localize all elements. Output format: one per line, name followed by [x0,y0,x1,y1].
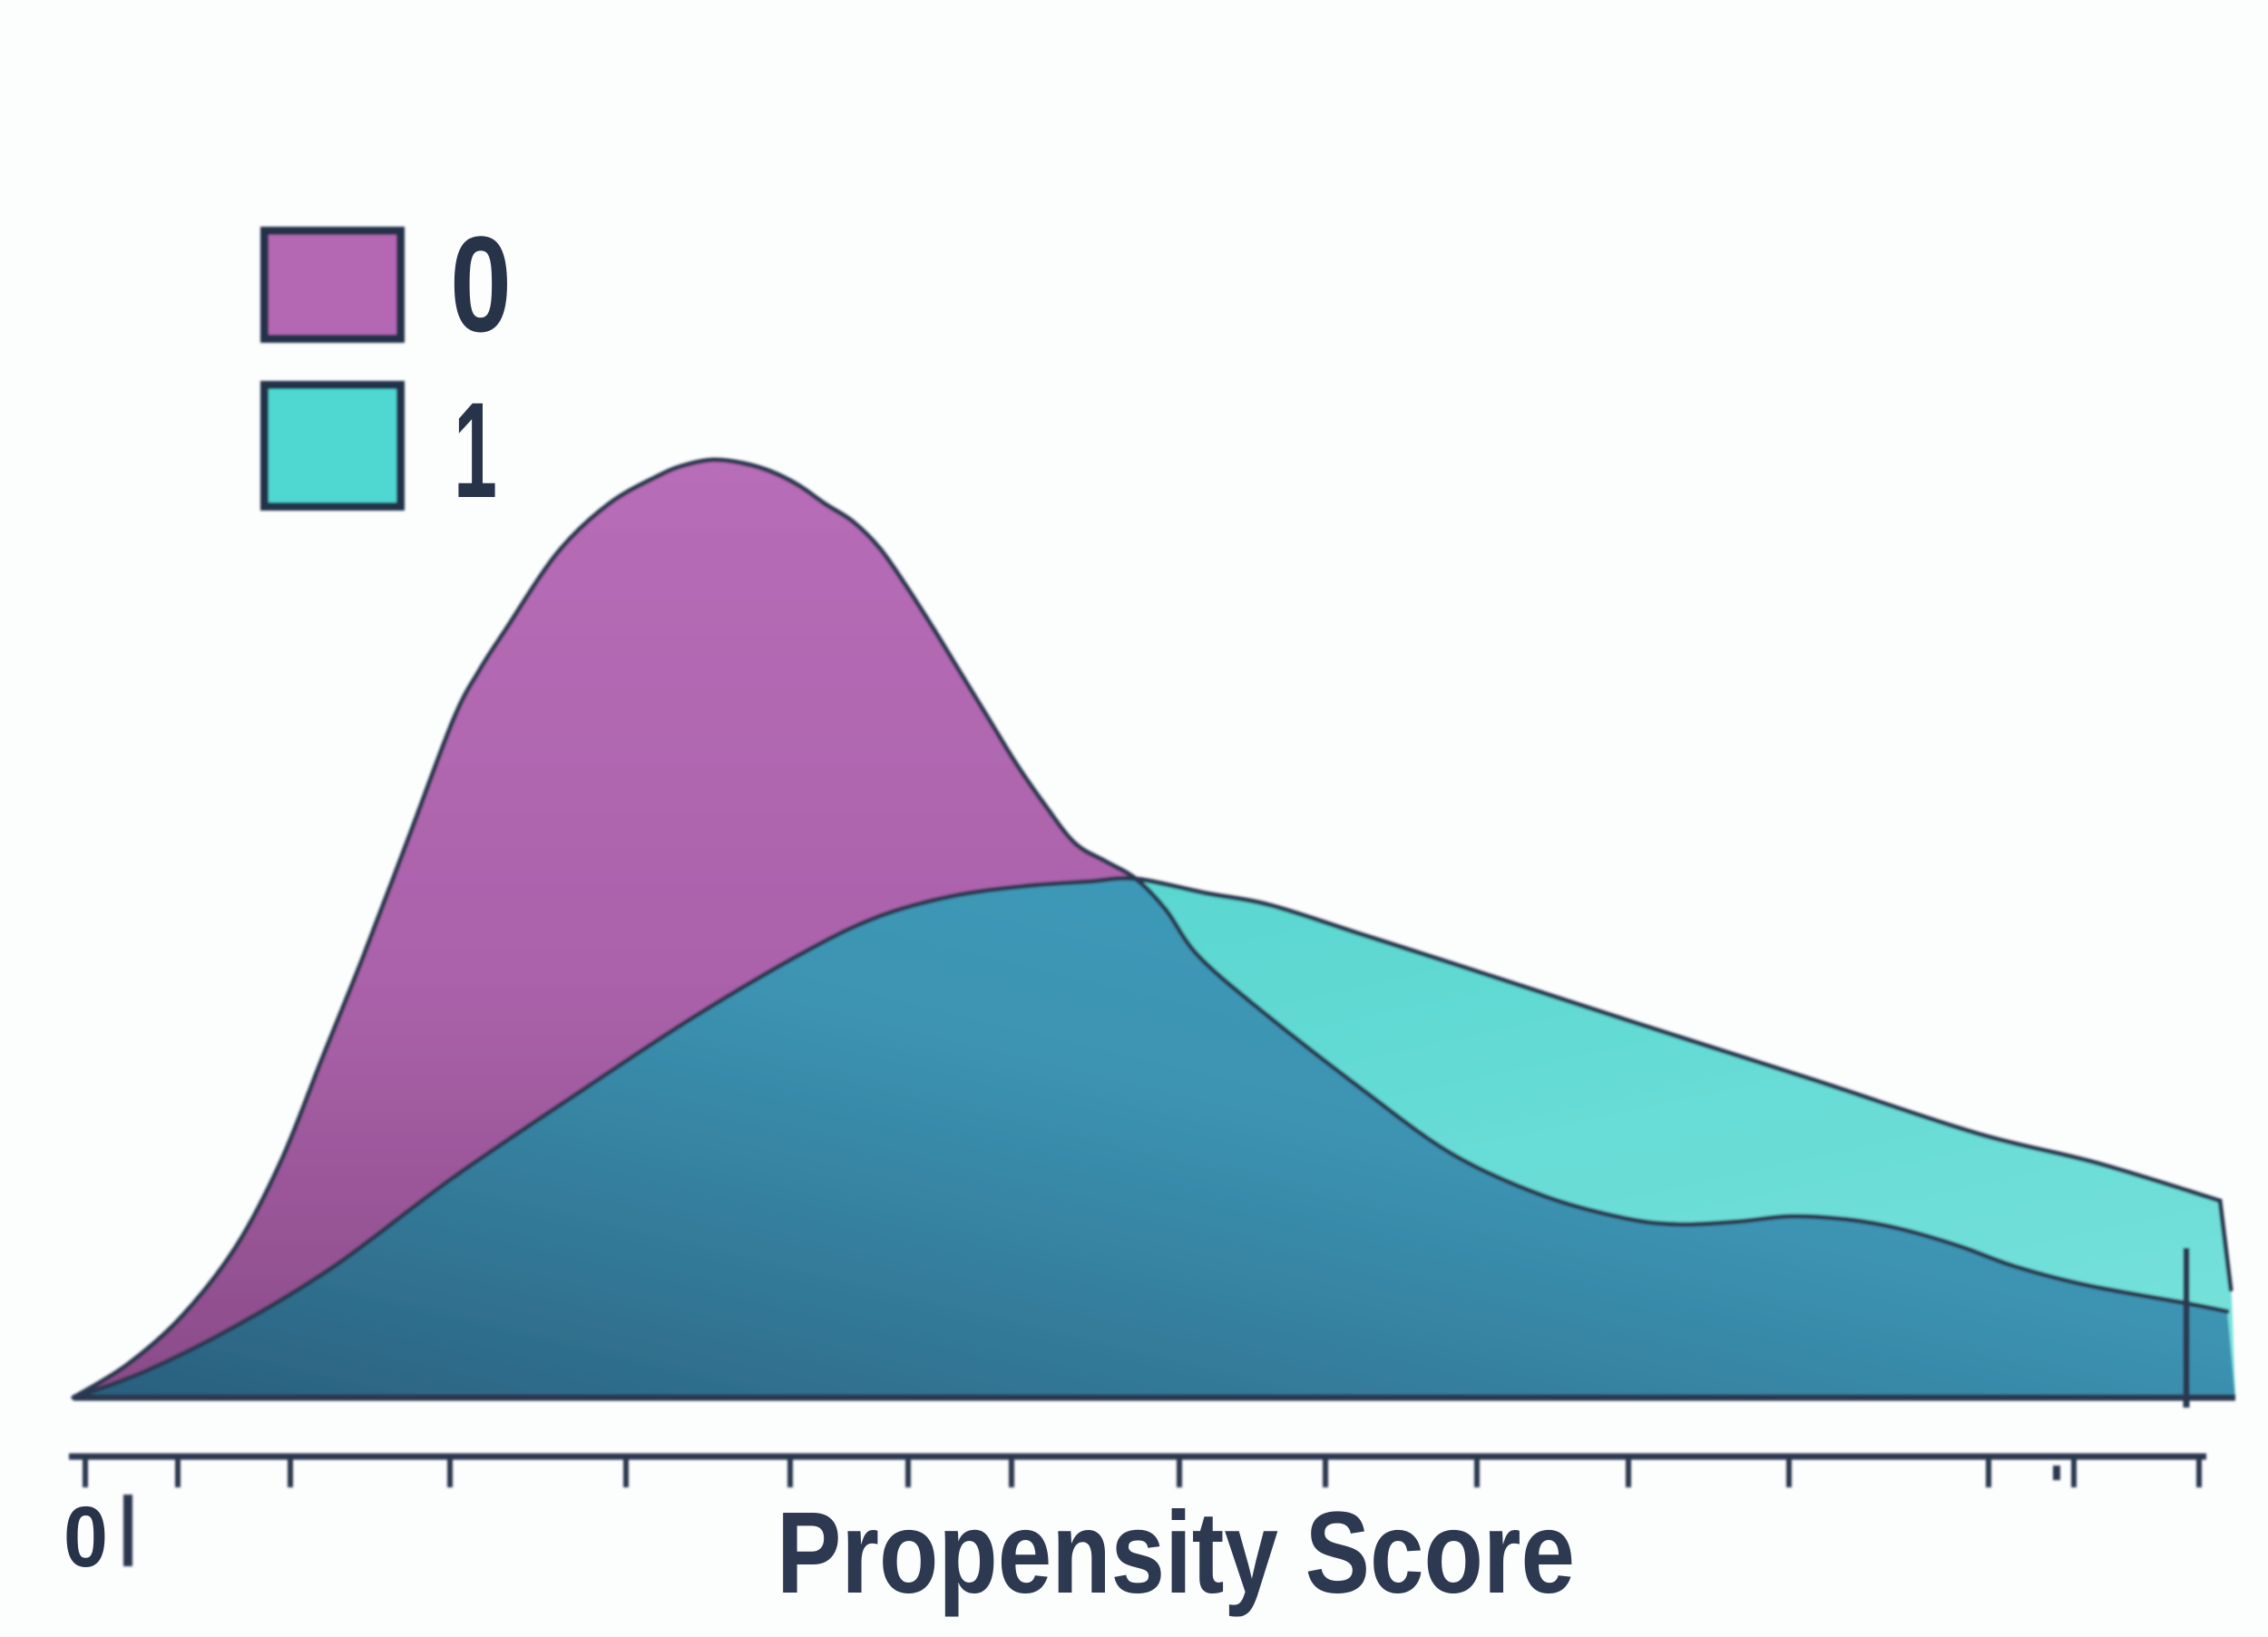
svg-text:1: 1 [454,374,497,526]
svg-text:Propensity Score: Propensity Score [777,1488,1575,1618]
svg-text:0: 0 [64,1489,108,1585]
svg-text:0: 0 [450,208,512,360]
